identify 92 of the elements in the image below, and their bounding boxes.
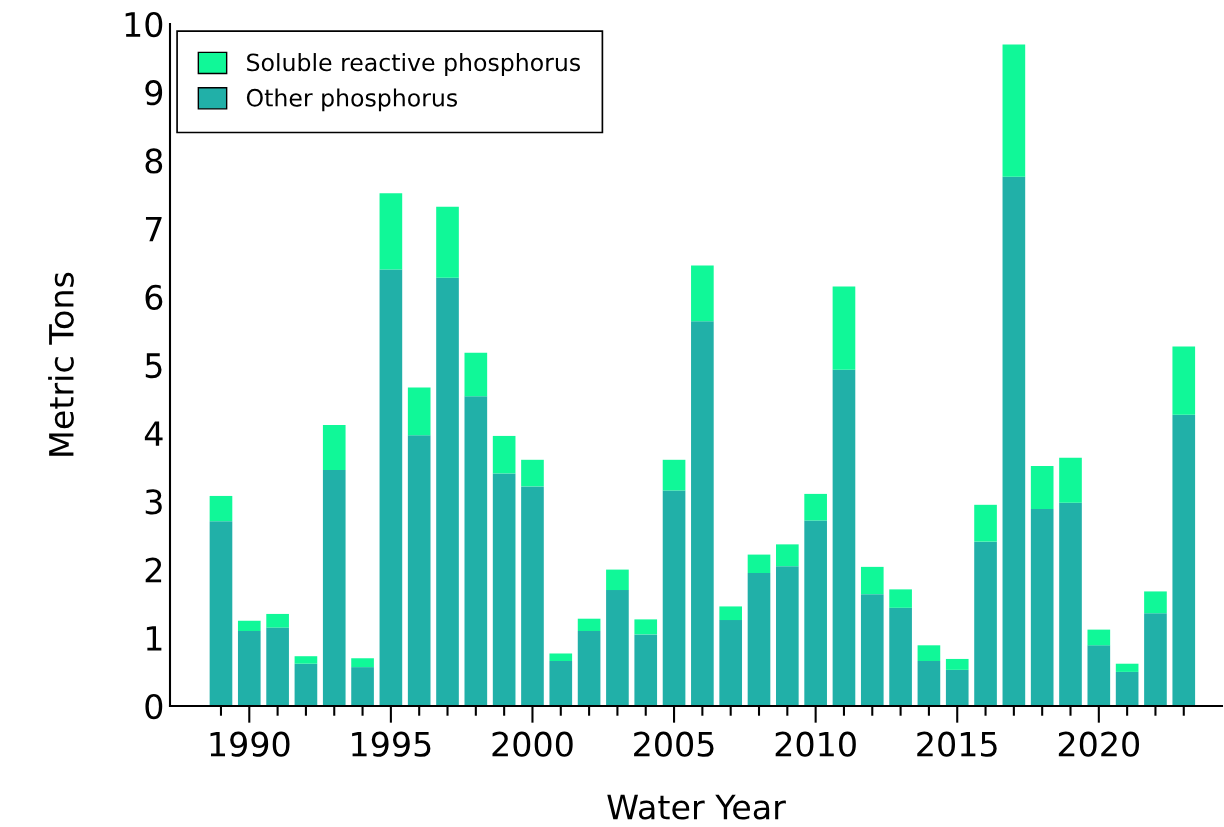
bar	[747, 573, 771, 706]
bar	[606, 569, 629, 591]
bar	[266, 627, 289, 706]
bar	[436, 277, 459, 706]
bar	[1087, 629, 1111, 646]
bar	[662, 459, 686, 491]
bar	[747, 554, 771, 574]
bar	[1115, 671, 1139, 706]
legend-label: Other phosphorus	[246, 88, 458, 112]
bar	[351, 658, 374, 668]
y-tick-label: 5	[145, 353, 162, 379]
y-tick-label: 1	[146, 626, 162, 651]
bar	[974, 541, 997, 706]
bar	[691, 321, 714, 706]
bar	[804, 493, 827, 521]
x-tick-label: 2010	[775, 731, 856, 757]
x-tick-label: 2000	[492, 731, 573, 757]
bar	[1172, 346, 1196, 415]
bar	[606, 590, 629, 706]
y-tick-label: 2	[145, 557, 162, 583]
bar	[634, 619, 658, 635]
legend-label: Soluble reactive phosphorus	[247, 53, 580, 76]
y-tick-label: 8	[145, 148, 163, 174]
bar	[860, 566, 884, 595]
x-tick-label: 1990	[210, 731, 290, 757]
bar	[1172, 414, 1196, 706]
bar	[1030, 465, 1054, 509]
bar	[294, 663, 318, 706]
bar	[521, 486, 544, 706]
bar	[945, 658, 969, 670]
bar	[407, 387, 431, 436]
bar	[804, 520, 827, 706]
bar	[351, 667, 374, 706]
y-tick-label: 6	[145, 284, 163, 310]
y-tick-label: 3	[145, 489, 162, 515]
bar	[1144, 591, 1167, 614]
y-tick-label: 7	[145, 216, 162, 242]
bar	[266, 613, 289, 628]
bar	[492, 473, 516, 706]
bar	[832, 286, 856, 370]
bar	[322, 470, 346, 706]
bar	[1115, 663, 1139, 672]
x-tick-label: 2020	[1058, 731, 1140, 757]
bar	[577, 618, 601, 631]
x-tick-label: 1995	[352, 731, 431, 757]
x-axis-title: Water Year	[607, 794, 786, 820]
bar	[719, 606, 743, 621]
bar	[577, 630, 601, 706]
bar	[776, 544, 799, 567]
bar	[1059, 457, 1082, 503]
bar	[464, 396, 488, 706]
bar	[974, 504, 997, 542]
y-tick-label: 10	[125, 11, 163, 38]
bar	[549, 653, 573, 661]
bar	[209, 495, 233, 522]
bar	[832, 369, 856, 706]
bar	[1030, 508, 1054, 706]
bar	[776, 566, 799, 706]
bar	[1144, 613, 1167, 706]
bar	[322, 425, 346, 471]
bar	[549, 660, 573, 706]
bar	[379, 193, 403, 270]
bar	[379, 269, 403, 706]
bar	[889, 589, 912, 608]
bar	[492, 435, 516, 474]
bar	[294, 656, 318, 664]
bar	[662, 490, 686, 706]
bar	[521, 459, 544, 487]
y-tick-label: 9	[145, 80, 163, 106]
bar	[464, 352, 488, 397]
bar	[634, 634, 658, 706]
bar	[917, 645, 941, 661]
y-axis-title: Metric Tons	[48, 272, 74, 456]
y-tick-label: 0	[145, 693, 163, 720]
x-tick-label: 2015	[917, 731, 997, 757]
bar	[1002, 44, 1026, 177]
bar	[889, 607, 912, 706]
bar	[945, 669, 969, 706]
bar	[1059, 502, 1082, 706]
y-tick-label: 4	[144, 421, 163, 446]
bar	[1087, 645, 1111, 706]
bar	[691, 265, 714, 322]
bar	[237, 630, 261, 706]
bar	[719, 620, 743, 706]
bar	[917, 660, 941, 706]
bar	[407, 435, 431, 706]
bar	[237, 620, 261, 631]
bar	[209, 521, 233, 706]
x-tick-label: 2005	[634, 731, 714, 757]
bar	[1002, 176, 1026, 706]
bar	[436, 206, 459, 278]
bar	[860, 594, 884, 706]
